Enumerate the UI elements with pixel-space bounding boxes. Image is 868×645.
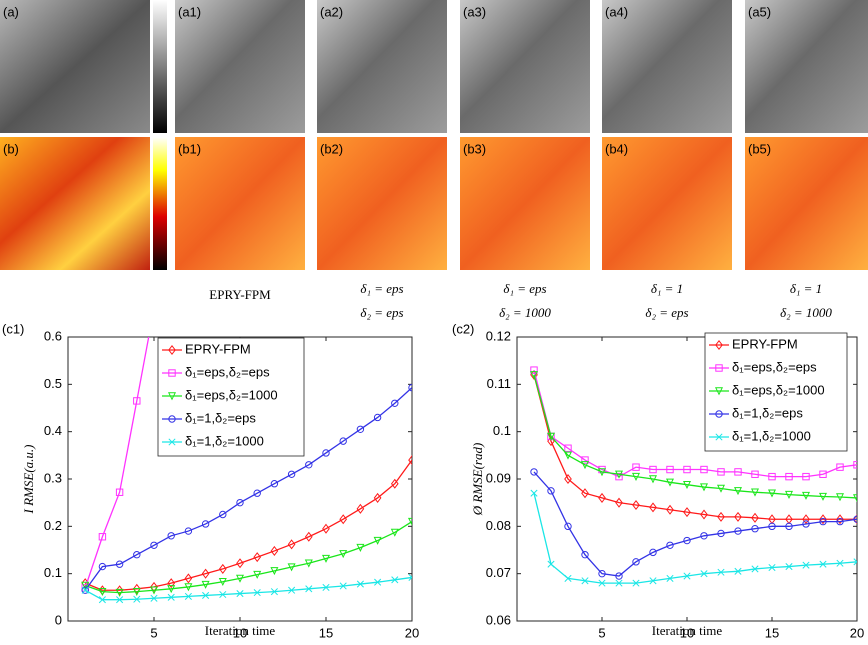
y-tick-label: 0.2 bbox=[44, 518, 62, 533]
legend-label: δ₁=1,δ₂=1000 bbox=[732, 428, 811, 443]
image bbox=[460, 0, 590, 133]
y-tick-label: 0.5 bbox=[44, 376, 62, 391]
panel-label: (b2) bbox=[320, 141, 343, 156]
legend-label: δ₁=eps,δ₂=1000 bbox=[185, 387, 278, 402]
figure: (a) (a1) (a2) (a3) (a4) (a5) (b) (b1) (b2) (b3) (b… bbox=[0, 0, 868, 645]
line-chart: 00.10.20.30.40.50.65101520Iteration time… bbox=[2, 305, 419, 640]
caption: δ₁ = eps bbox=[503, 281, 546, 296]
y-tick-label: 0.11 bbox=[487, 376, 511, 391]
x-tick-label: 5 bbox=[598, 625, 605, 640]
legend-label: EPRY-FPM bbox=[185, 341, 251, 356]
legend-label: δ₁=1,δ₂=eps bbox=[185, 410, 256, 425]
image bbox=[175, 137, 305, 270]
panel-label: (b1) bbox=[178, 141, 201, 156]
caption: δ₂ = 1000 bbox=[780, 305, 832, 320]
legend-label: δ₁=1,δ₂=eps bbox=[732, 405, 803, 420]
panel-label: (b) bbox=[3, 141, 19, 156]
panel-label: (b4) bbox=[605, 141, 628, 156]
legend: EPRY-FPM δ₁=eps,δ₂=eps δ₁=eps,δ₂=1000 δ₁=1,… bbox=[158, 338, 304, 456]
x-axis-label: Iteration time bbox=[652, 623, 723, 638]
legend-label: δ₁=eps,δ₂=eps bbox=[732, 359, 817, 374]
y-tick-label: 0.3 bbox=[44, 470, 62, 485]
image-panels bbox=[0, 0, 868, 270]
y-tick-label: 0.07 bbox=[486, 565, 511, 580]
image bbox=[745, 137, 868, 270]
x-axis-label: Iteration time bbox=[205, 623, 276, 638]
x-tick-label: 5 bbox=[150, 625, 157, 640]
colorbar bbox=[153, 137, 167, 270]
x-tick-label: 20 bbox=[405, 625, 419, 640]
y-axis-label: Ø RMSE(rad) bbox=[470, 443, 485, 517]
image bbox=[460, 137, 590, 270]
panel-label: (a3) bbox=[463, 4, 486, 19]
caption: δ₁ = 1 bbox=[651, 281, 683, 296]
panel-label: (a4) bbox=[605, 4, 628, 19]
panel-label: (b3) bbox=[463, 141, 486, 156]
image bbox=[175, 0, 305, 133]
x-tick-label: 15 bbox=[319, 625, 333, 640]
panel-label: (a1) bbox=[178, 4, 201, 19]
caption: δ₂ = 1000 bbox=[499, 305, 551, 320]
marker bbox=[151, 305, 157, 311]
image bbox=[745, 0, 868, 133]
image bbox=[0, 0, 150, 133]
image bbox=[602, 137, 732, 270]
panel-label: (c1) bbox=[2, 321, 24, 336]
image bbox=[317, 137, 447, 270]
panel-label: (a) bbox=[3, 4, 19, 19]
caption: δ₂ = eps bbox=[360, 305, 403, 320]
caption: δ₁ = eps bbox=[360, 281, 403, 296]
image bbox=[317, 0, 447, 133]
panel-label: (a5) bbox=[748, 4, 771, 19]
y-tick-label: 0.1 bbox=[44, 565, 62, 580]
y-tick-label: 0.06 bbox=[486, 612, 511, 627]
caption: δ₂ = eps bbox=[645, 305, 688, 320]
y-axis-label: I RMSE(a.u.) bbox=[21, 445, 36, 515]
y-tick-label: 0.1 bbox=[493, 423, 511, 438]
y-tick-label: 0 bbox=[55, 612, 62, 627]
legend: EPRY-FPM δ₁=eps,δ₂=eps δ₁=eps,δ₂=1000 δ₁=1,… bbox=[705, 333, 847, 451]
caption: δ₁ = 1 bbox=[790, 281, 822, 296]
legend-label: EPRY-FPM bbox=[732, 336, 798, 351]
y-tick-label: 0.09 bbox=[486, 470, 511, 485]
y-tick-label: 0.4 bbox=[44, 423, 62, 438]
legend-label: δ₁=eps,δ₂=eps bbox=[185, 364, 270, 379]
panel-label: (c2) bbox=[452, 321, 474, 336]
panel-label: (b5) bbox=[748, 141, 771, 156]
colorbar bbox=[153, 0, 167, 133]
y-tick-label: 0.08 bbox=[486, 518, 511, 533]
legend-label: δ₁=eps,δ₂=1000 bbox=[732, 382, 825, 397]
y-tick-label: 0.12 bbox=[486, 328, 511, 343]
caption: EPRY-FPM bbox=[209, 287, 271, 302]
image bbox=[0, 137, 150, 270]
image bbox=[602, 0, 732, 133]
panel-label: (a2) bbox=[320, 4, 343, 19]
x-tick-label: 20 bbox=[850, 625, 864, 640]
x-tick-label: 15 bbox=[765, 625, 779, 640]
y-tick-label: 0.6 bbox=[44, 328, 62, 343]
legend-label: δ₁=1,δ₂=1000 bbox=[185, 433, 264, 448]
